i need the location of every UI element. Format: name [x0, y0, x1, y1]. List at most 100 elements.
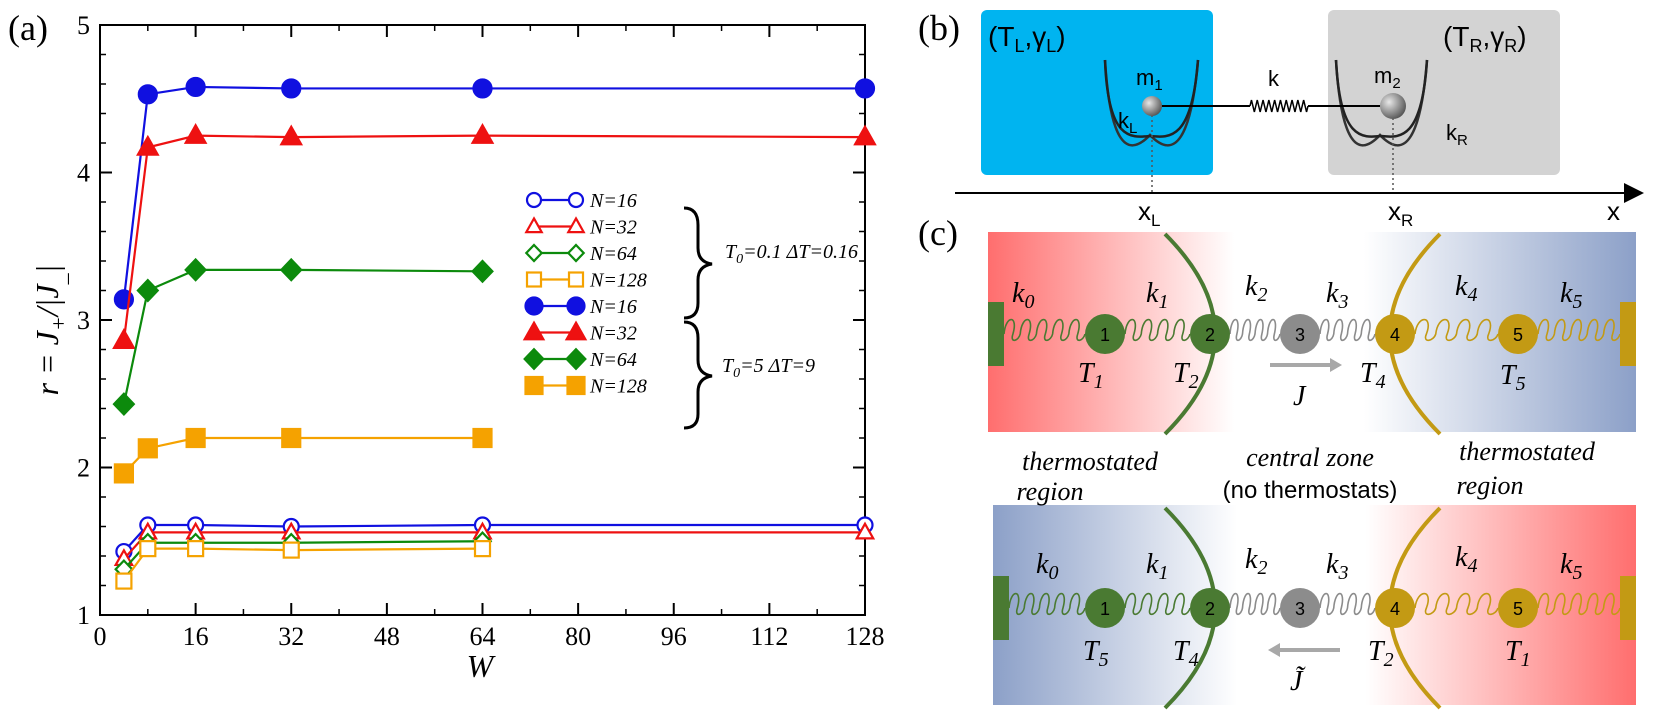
legend-label: N=32 — [589, 323, 637, 345]
legend-label: N=128 — [589, 270, 647, 292]
data-point — [853, 124, 877, 146]
legend: N=16 N=32 N=64 N=128 N=16 N=32 N=64 N=128 — [522, 190, 647, 398]
bot-T5: T5 — [1083, 636, 1109, 671]
chart-area: 0 16 32 48 64 80 96 112 128 1 2 3 4 5 — [77, 11, 885, 651]
data-point — [137, 438, 158, 459]
panel-c-label: (c) — [918, 213, 958, 253]
legend-marker — [523, 347, 545, 371]
region-left-label-2: region — [1017, 477, 1084, 506]
top-flux-arrowhead — [1330, 358, 1342, 372]
data-point — [471, 259, 494, 284]
series-line — [123, 523, 865, 553]
legend-group1-label: T0=0.1 ΔT=0.16 — [725, 241, 858, 267]
legend-marker — [524, 216, 544, 234]
series-line — [122, 134, 866, 341]
bot-k1: k1 — [1146, 549, 1168, 584]
x-tick-label: 32 — [278, 622, 304, 651]
spring-k3 — [1319, 592, 1376, 616]
top-T4: T4 — [1360, 358, 1386, 393]
legend-marker — [566, 296, 586, 316]
right-bath-label: (TR,γR) — [1443, 21, 1527, 56]
spring-k3 — [1319, 318, 1376, 342]
y-tick-label: 1 — [77, 601, 90, 630]
particle-label: 5 — [1513, 325, 1523, 345]
series-line — [122, 85, 865, 300]
kR-label: kR — [1446, 120, 1468, 149]
legend-marker — [525, 191, 543, 209]
region-right-label: thermostated — [1459, 437, 1596, 466]
spring-k5 — [1537, 592, 1621, 616]
legend-label: N=128 — [589, 376, 647, 398]
data-point — [136, 278, 160, 303]
series-line — [123, 547, 483, 582]
x-tick-label: 16 — [183, 622, 209, 651]
y-tick-label: 3 — [77, 306, 90, 335]
legend-label: N=32 — [589, 217, 637, 239]
data-point — [184, 257, 208, 282]
data-point — [185, 427, 206, 449]
data-point — [115, 572, 133, 590]
spring-k5 — [1537, 318, 1621, 342]
particle-label: 4 — [1390, 325, 1400, 345]
legend-marker — [524, 296, 544, 316]
legend-marker — [566, 375, 586, 396]
bot-T4: T4 — [1173, 636, 1199, 671]
x-tick-label: 64 — [470, 622, 496, 651]
left-wall — [988, 302, 1004, 366]
particle-label: 3 — [1295, 599, 1305, 619]
bottom-flux-arrowhead — [1268, 643, 1280, 657]
right-well-curve — [1334, 59, 1429, 138]
legend-marker — [566, 216, 586, 234]
top-k2: k2 — [1245, 271, 1267, 306]
m1-label: m1 — [1136, 65, 1163, 94]
bottom-chain: 1 2 3 4 5 — [993, 506, 1636, 710]
particle-label: 3 — [1295, 325, 1305, 345]
left-bath-label: (TL,γL) — [988, 21, 1066, 56]
region-left-label: thermostated — [1022, 447, 1159, 476]
data-point — [139, 540, 157, 558]
series-line — [123, 531, 865, 560]
spring-k0 — [1003, 318, 1086, 342]
bot-k4: k4 — [1455, 542, 1477, 577]
series-line — [123, 436, 483, 475]
particle-label: 2 — [1205, 325, 1215, 345]
particle-label: 1 — [1100, 599, 1110, 619]
kL-label: kL — [1118, 108, 1137, 137]
legend-marker — [565, 347, 587, 371]
legend-marker — [567, 271, 585, 288]
data-point — [279, 257, 303, 282]
bot-k3: k3 — [1326, 549, 1348, 584]
x-axis-label-b: x — [1607, 196, 1620, 226]
data-point — [185, 76, 206, 98]
bot-k0: k0 — [1036, 549, 1058, 584]
y-tick-label: 5 — [77, 11, 90, 40]
right-bath — [1328, 10, 1560, 175]
data-point — [113, 463, 135, 484]
data-point — [473, 540, 492, 558]
legend-label: N=16 — [589, 296, 637, 318]
spring-k1 — [1124, 318, 1191, 342]
top-chain: 1 2 3 4 5 — [988, 232, 1636, 436]
spring-k1 — [1124, 592, 1191, 616]
data-point — [137, 84, 158, 105]
bot-k2: k2 — [1245, 544, 1267, 579]
particle-label: 4 — [1390, 599, 1400, 619]
data-point — [183, 123, 208, 144]
particle-5 — [1498, 314, 1538, 354]
y-axis-label: r = J+/|J_| — [29, 265, 71, 396]
legend-label: N=64 — [589, 349, 637, 371]
series-N-32-g1 — [113, 521, 876, 567]
data-point — [854, 78, 876, 99]
series-line — [123, 540, 483, 571]
top-k1: k1 — [1146, 278, 1168, 313]
top-T2: T2 — [1173, 358, 1199, 393]
top-k0: k0 — [1012, 278, 1034, 313]
x-tick-label: 80 — [565, 622, 591, 651]
top-T1: T1 — [1078, 358, 1104, 393]
xR-label: xR — [1388, 196, 1413, 230]
data-point — [281, 78, 302, 99]
left-wall — [993, 576, 1009, 640]
data-point — [470, 123, 495, 144]
series-N-64-g1 — [114, 531, 493, 580]
